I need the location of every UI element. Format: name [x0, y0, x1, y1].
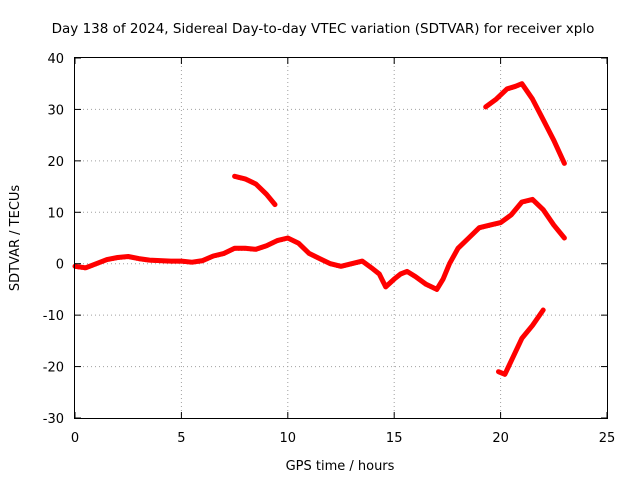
x-axis-label: GPS time / hours [286, 459, 395, 474]
grid [75, 58, 607, 418]
series-main-trace [72, 196, 567, 292]
y-tick-label: 20 [47, 155, 64, 170]
y-tick-label: 10 [47, 206, 64, 221]
y-tick-label: 0 [56, 258, 64, 273]
plot-frame [74, 57, 608, 419]
x-tick-label: 10 [280, 431, 297, 446]
x-tick-label: 5 [177, 431, 185, 446]
series-arc-19h-jitter [484, 84, 566, 166]
x-tick-label: 0 [71, 431, 79, 446]
y-tick-label: -10 [43, 309, 64, 324]
series-arc-20h-jitter [497, 310, 545, 377]
y-tick-label: -20 [43, 361, 64, 376]
y-tick-label: 40 [47, 52, 64, 67]
series-arc-7h-jitter [233, 176, 276, 208]
series-main-trace-jitter [74, 199, 566, 292]
chart-title: Day 138 of 2024, Sidereal Day-to-day VTE… [52, 21, 595, 37]
x-tick-label: 25 [599, 431, 616, 446]
x-tick-label: 15 [386, 431, 403, 446]
y-tick-label: 30 [47, 103, 64, 118]
series-arc-20h [496, 307, 546, 377]
y-tick-label: -30 [43, 412, 64, 427]
plot-area [72, 81, 567, 377]
y-axis-label: SDTVAR / TECUs [8, 185, 23, 292]
axes: 0 5 10 15 20 25 -30 -20 -10 0 10 20 30 40 [43, 52, 616, 446]
x-tick-label: 20 [492, 431, 509, 446]
series-arc-7h [232, 173, 278, 208]
series-arc-19h [483, 81, 567, 166]
